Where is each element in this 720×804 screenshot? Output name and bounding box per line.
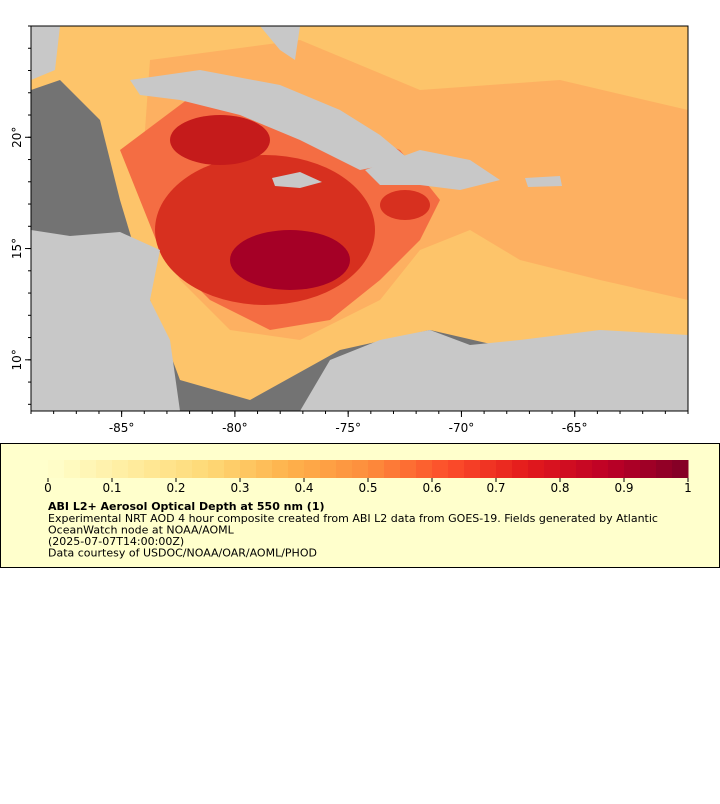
y-tick-label: 10°: [10, 349, 24, 370]
colorbar-segment: [208, 460, 225, 478]
colorbar-segment: [96, 460, 113, 478]
x-tick-label: -80°: [222, 421, 248, 435]
map-image: [31, 26, 688, 411]
legend-line: (2025-07-07T14:00:00Z): [48, 535, 184, 548]
colorbar-segment: [288, 460, 305, 478]
colorbar-segment: [128, 460, 145, 478]
colorbar-tick-label: 0.3: [230, 481, 249, 495]
colorbar-segment: [464, 460, 481, 478]
y-tick-label: 20°: [10, 127, 24, 148]
colorbar-segment: [512, 460, 529, 478]
colorbar-tick-label: 1: [684, 481, 692, 495]
x-tick-label: -75°: [335, 421, 361, 435]
colorbar-segment: [160, 460, 177, 478]
colorbar-tick-label: 0.5: [358, 481, 377, 495]
colorbar-segment: [384, 460, 401, 478]
colorbar-segment: [576, 460, 593, 478]
colorbar-segment: [496, 460, 513, 478]
colorbar-tick-label: 0.6: [422, 481, 441, 495]
colorbar-segment: [528, 460, 545, 478]
colorbar-tick-label: 0: [44, 481, 52, 495]
x-tick-label: -85°: [109, 421, 135, 435]
legend-line: Experimental NRT AOD 4 hour composite cr…: [48, 512, 658, 525]
colorbar-segment: [672, 460, 689, 478]
colorbar-segment: [64, 460, 81, 478]
colorbar-segment: [544, 460, 561, 478]
colorbar-segment: [432, 460, 449, 478]
colorbar-segment: [112, 460, 129, 478]
x-tick-label: -70°: [449, 421, 475, 435]
x-tick-label: -65°: [562, 421, 588, 435]
colorbar-segment: [320, 460, 337, 478]
colorbar-segment: [448, 460, 465, 478]
colorbar-segment: [80, 460, 97, 478]
colorbar-segment: [608, 460, 625, 478]
colorbar-segment: [224, 460, 241, 478]
colorbar-segment: [416, 460, 433, 478]
colorbar-tick-label: 0.9: [614, 481, 633, 495]
colorbar-segment: [304, 460, 321, 478]
legend-line: Data courtesy of USDOC/NOAA/OAR/AOML/PHO…: [48, 547, 317, 560]
colorbar-tick-label: 0.1: [102, 481, 121, 495]
colorbar-segment: [352, 460, 369, 478]
colorbar-segment: [240, 460, 257, 478]
colorbar-segment: [624, 460, 641, 478]
legend-line: OceanWatch node at NOAA/AOML: [48, 524, 235, 537]
colorbar-segment: [144, 460, 161, 478]
colorbar-segment: [560, 460, 577, 478]
colorbar-segment: [640, 460, 657, 478]
colorbar-segment: [480, 460, 497, 478]
colorbar-tick-label: 0.8: [550, 481, 569, 495]
colorbar-segment: [656, 460, 673, 478]
colorbar-segment: [272, 460, 289, 478]
colorbar-tick-label: 0.4: [294, 481, 313, 495]
y-tick-label: 15°: [10, 238, 24, 259]
colorbar-segment: [176, 460, 193, 478]
colorbar-tick-label: 0.2: [166, 481, 185, 495]
colorbar-tick-label: 0.7: [486, 481, 505, 495]
legend-title: ABI L2+ Aerosol Optical Depth at 550 nm …: [48, 500, 325, 513]
colorbar-segment: [592, 460, 609, 478]
colorbar-segment: [400, 460, 417, 478]
map-frame: [30, 25, 689, 412]
colorbar-segment: [336, 460, 353, 478]
colorbar-segment: [256, 460, 273, 478]
colorbar-segment: [368, 460, 385, 478]
colorbar-segment: [48, 460, 65, 478]
colorbar-segment: [192, 460, 209, 478]
